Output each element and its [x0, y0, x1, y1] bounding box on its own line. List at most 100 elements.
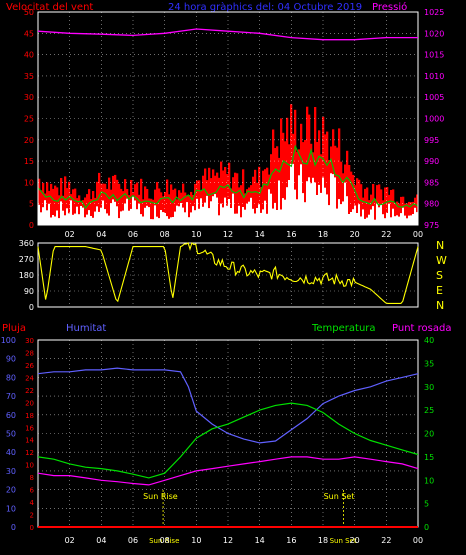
- direction-tick-label: 0: [29, 303, 34, 312]
- wind-gust-bar: [354, 185, 357, 225]
- wind-lull-bar: [336, 208, 339, 225]
- wind-gust-bar: [352, 174, 355, 225]
- wind-gust-bar: [318, 130, 321, 225]
- temperature-tick-label: 5: [424, 500, 429, 509]
- wind-gust-bar: [182, 183, 185, 225]
- wind-gust-bar: [128, 195, 131, 225]
- wind-lull-bar: [294, 189, 297, 225]
- wind-lull-bar: [286, 187, 289, 225]
- wind-gust-bar: [234, 172, 237, 225]
- wind-lull-bar: [240, 217, 243, 225]
- humidity-tick-label: 40: [6, 448, 16, 457]
- wind-gust-bar: [88, 189, 91, 225]
- humidity-tick-label: 90: [6, 355, 16, 364]
- wind-lull-bar: [352, 209, 355, 225]
- wind-lull-bar: [188, 217, 191, 225]
- wind-gust-bar: [396, 201, 399, 225]
- rain-tick-label: 28: [25, 350, 34, 358]
- wind-lull-bar: [254, 213, 257, 225]
- wind-lull-bar: [60, 201, 63, 225]
- wind-gust-bar: [202, 175, 205, 225]
- wind-tick-label: 30: [24, 93, 34, 102]
- pressure-tick-label: 975: [424, 221, 439, 230]
- wind-lull-bar: [82, 207, 85, 225]
- wind-lull-bar: [96, 206, 99, 225]
- wind-lull-bar: [320, 192, 323, 225]
- wind-gust-bar: [174, 188, 177, 225]
- wind-gust-bar: [68, 181, 71, 225]
- wind-gust-bar: [152, 199, 155, 225]
- wind-lull-bar: [118, 218, 121, 225]
- wind-gust-bar: [54, 185, 57, 225]
- wind-gust-bar: [410, 202, 413, 225]
- wind-gust-bar: [58, 195, 61, 225]
- wind-lull-bar: [306, 181, 309, 225]
- wind-gust-bar: [408, 201, 411, 225]
- pressure-label: Pressió: [372, 1, 407, 13]
- wind-lull-bar: [288, 180, 291, 225]
- rain-tick-label: 24: [25, 374, 34, 382]
- x-tick-label: 20: [350, 230, 360, 239]
- wind-gust-bar: [208, 167, 211, 225]
- humidity-tick-label: 70: [6, 392, 16, 401]
- wind-lull-bar: [182, 207, 185, 225]
- wind-lull-bar: [166, 216, 169, 225]
- wind-direction-line: [37, 242, 419, 304]
- wind-lull-bar: [244, 209, 247, 225]
- wind-gust-bar: [356, 178, 359, 225]
- pressure-tick-label: 990: [424, 157, 439, 166]
- wind-gust-bar: [184, 192, 187, 225]
- wind-gust-bar: [350, 171, 353, 225]
- wind-lull-bar: [204, 202, 207, 225]
- wind-lull-bar: [160, 210, 163, 225]
- humidity-label: Humitat: [66, 323, 106, 334]
- wind-lull-bar: [86, 214, 89, 225]
- wind-tick-label: 35: [24, 72, 34, 81]
- wind-lull-bar: [176, 205, 179, 225]
- wind-gust-bar: [160, 192, 163, 225]
- wind-lull-bar: [402, 207, 405, 225]
- wind-lull-bar: [102, 200, 105, 225]
- wind-gust-bar: [240, 185, 243, 225]
- wind-lull-bar: [258, 204, 261, 225]
- wind-lull-bar: [122, 210, 125, 225]
- wind-lull-bar: [378, 207, 381, 225]
- humidity-tick-label: 20: [6, 486, 16, 495]
- pressure-tick-label: 1010: [424, 72, 444, 81]
- wind-lull-bar: [58, 218, 61, 225]
- wind-gust-bar: [142, 199, 145, 225]
- wind-lull-bar: [154, 205, 157, 225]
- wind-lull-bar: [126, 198, 129, 225]
- wind-gust-bar: [40, 190, 43, 225]
- wind-gust-bar: [52, 188, 55, 225]
- wind-lull-bar: [242, 207, 245, 225]
- wind-gust-bar: [266, 167, 269, 225]
- wind-gust-bar: [90, 199, 93, 225]
- wind-gust-bar: [204, 168, 207, 225]
- wind-tick-label: 10: [24, 178, 34, 187]
- wind-gust-bar: [322, 116, 325, 225]
- wind-lull-bar: [386, 213, 389, 225]
- rain-label: Pluja: [2, 323, 26, 334]
- wind-lull-bar: [300, 164, 303, 225]
- humidity-tick-label: 80: [6, 373, 16, 382]
- wind-lull-bar: [74, 213, 77, 225]
- wind-lull-bar: [94, 211, 97, 225]
- wind-gust-bar: [262, 170, 265, 225]
- wind-lull-bar: [272, 208, 275, 225]
- plot-frame: [37, 242, 419, 308]
- wind-lull-bar: [304, 202, 307, 225]
- wind-lull-bar: [342, 201, 345, 225]
- direction-tick-label: 360: [19, 239, 34, 248]
- wind-gust-bar: [98, 172, 101, 225]
- dewpoint-label: Punt rosada: [392, 323, 451, 334]
- dewpoint-line: [37, 456, 419, 486]
- wind-gust-bar: [72, 189, 75, 225]
- wind-lull-bar: [350, 212, 353, 225]
- compass-label: S: [436, 269, 443, 282]
- wind-gust-bar: [114, 174, 117, 225]
- wind-gust-bar: [302, 142, 305, 225]
- x-tick-label: 06: [128, 536, 138, 545]
- wind-lull-bar: [284, 199, 287, 225]
- temperature-tick-label: 15: [424, 453, 434, 462]
